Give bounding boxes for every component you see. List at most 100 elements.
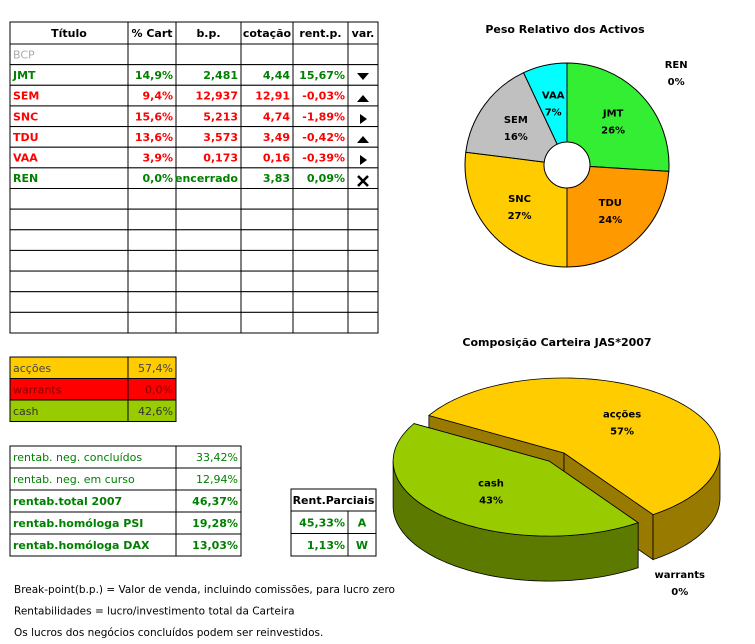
cell — [347, 291, 379, 313]
cell — [347, 533, 377, 557]
partial-header: Rent.Parciais — [293, 494, 375, 507]
return-value: 46,37% — [192, 495, 238, 508]
slice-label: acções — [603, 410, 641, 421]
slice — [522, 62, 568, 145]
return-label: rentab.homóloga PSI — [13, 517, 143, 530]
stock-name: SEM — [13, 90, 39, 103]
slice — [566, 62, 670, 172]
cell — [240, 229, 294, 251]
cell — [127, 249, 177, 272]
cell — [292, 208, 349, 231]
var-up — [357, 95, 369, 102]
slice-label: SEM — [504, 115, 528, 126]
column-header: b.p. — [196, 27, 220, 40]
cell — [175, 229, 242, 251]
var-down — [357, 73, 369, 80]
cell — [240, 188, 294, 210]
stock-value: -0,42% — [302, 131, 345, 144]
stock-value: 13,6% — [135, 131, 173, 144]
cell — [175, 270, 242, 293]
slice-label: TDU — [599, 198, 622, 209]
cell — [292, 188, 349, 210]
cell — [127, 229, 177, 251]
return-label: rentab.total 2007 — [13, 495, 122, 508]
slice-label: cash — [478, 478, 504, 489]
slice-label: REN — [665, 60, 688, 71]
slice-label: JMT — [602, 109, 624, 120]
return-value: 33,42% — [196, 451, 238, 464]
slice-value: 27% — [508, 211, 532, 222]
cell — [292, 229, 349, 251]
slice-label: VAA — [542, 90, 565, 101]
stock-value: 0,173 — [203, 152, 238, 165]
stock-value: 3,83 — [263, 172, 290, 185]
return-value: 13,03% — [192, 539, 238, 552]
cell — [240, 291, 294, 313]
cell — [9, 208, 129, 231]
slice — [566, 165, 670, 268]
cell — [127, 208, 177, 231]
slice — [465, 72, 558, 163]
allocation-label: warrants — [13, 383, 62, 396]
note: Os lucros dos negócios concluídos podem … — [14, 627, 323, 639]
slice-value: 57% — [610, 427, 634, 438]
cell — [347, 208, 379, 231]
note: Break-point(b.p.) = Valor de venda, incl… — [14, 584, 395, 596]
cell — [9, 229, 129, 251]
stock-value: 14,9% — [135, 69, 173, 82]
cell — [292, 270, 349, 293]
allocation-value: 57,4% — [138, 362, 173, 375]
column-header: Título — [51, 27, 87, 40]
stock-value: encerrado — [175, 172, 238, 185]
cell — [175, 533, 242, 557]
return-value: 12,94% — [196, 473, 238, 486]
cell — [9, 270, 129, 293]
cell — [347, 311, 379, 334]
cell — [292, 291, 349, 313]
stock-name: VAA — [13, 152, 38, 165]
stock-value: -0,39% — [302, 152, 345, 165]
column-header: rent.p. — [299, 27, 341, 40]
charts: Peso Relativo dos Activos JMT 26% TDU 24% SNC… — [392, 23, 721, 598]
allocation-label: cash — [13, 405, 39, 418]
var-right — [360, 114, 367, 124]
slice-value: 7% — [545, 107, 562, 118]
return-value: 19,28% — [192, 517, 238, 530]
cell — [127, 43, 177, 66]
slice-value: 26% — [601, 126, 625, 137]
column-header: % Cart — [131, 27, 172, 40]
return-label: rentab. neg. concluídos — [13, 451, 142, 464]
stock-value: 3,573 — [203, 131, 238, 144]
stock-value: 15,67% — [299, 69, 345, 82]
cell — [347, 270, 379, 293]
var-right — [360, 155, 367, 165]
stock-value: 3,9% — [142, 152, 173, 165]
stock-name: BCP — [13, 48, 35, 61]
stock-name: JMT — [12, 69, 36, 82]
stock-value: 9,4% — [142, 90, 173, 103]
cell — [127, 270, 177, 293]
column-header: cotação — [243, 27, 292, 40]
cell — [292, 311, 349, 334]
cell — [347, 188, 379, 210]
stock-name: REN — [13, 172, 38, 185]
stock-value: 12,91 — [255, 90, 290, 103]
cell — [127, 311, 177, 334]
cell — [292, 43, 349, 66]
cell — [175, 249, 242, 272]
cell — [9, 291, 129, 313]
cell — [347, 229, 379, 251]
cell — [175, 291, 242, 313]
partial-code: W — [356, 539, 368, 552]
chart-title: Composição Carteira JAS*2007 — [462, 336, 651, 349]
chart-title: Peso Relativo dos Activos — [485, 23, 645, 36]
return-label: rentab. neg. em curso — [13, 473, 135, 486]
stock-value: -0,03% — [302, 90, 345, 103]
cell — [240, 208, 294, 231]
stock-name: SNC — [13, 110, 38, 123]
cell — [175, 188, 242, 210]
cell — [9, 188, 129, 210]
cell — [292, 249, 349, 272]
cell — [347, 249, 379, 272]
